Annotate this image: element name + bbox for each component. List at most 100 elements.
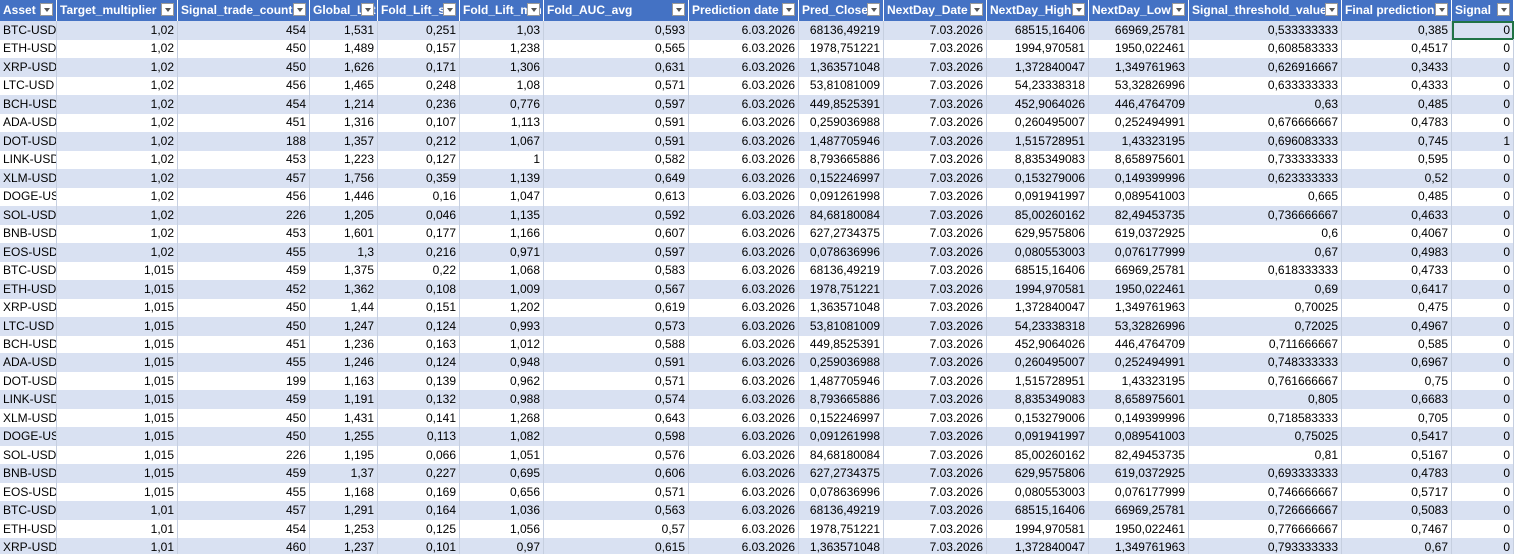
table-cell[interactable]: 1,015	[57, 353, 178, 373]
table-cell[interactable]: 0,4633	[1342, 205, 1452, 225]
table-cell[interactable]: 7.03.2026	[884, 482, 987, 502]
table-cell[interactable]: 0,745	[1342, 131, 1452, 151]
table-cell[interactable]: 0,132	[378, 390, 460, 410]
table-cell[interactable]: 455	[178, 242, 310, 262]
table-cell[interactable]: 7.03.2026	[884, 371, 987, 391]
table-cell[interactable]: 1,03	[460, 21, 544, 40]
table-cell[interactable]: EOS-USD	[0, 482, 57, 502]
table-cell[interactable]: 7.03.2026	[884, 205, 987, 225]
table-cell[interactable]: 6.03.2026	[689, 168, 799, 188]
table-cell[interactable]: 0	[1452, 187, 1514, 207]
table-cell[interactable]: 0,649	[544, 168, 689, 188]
table-cell[interactable]: 7.03.2026	[884, 242, 987, 262]
table-cell[interactable]: 0,805	[1189, 390, 1342, 410]
table-cell[interactable]: 8,658975601	[1089, 390, 1189, 410]
table-cell[interactable]: 1,375	[310, 261, 378, 281]
table-cell[interactable]: 1,362	[310, 279, 378, 299]
table-cell[interactable]: 1,02	[57, 94, 178, 114]
table-cell[interactable]: 0,533333333	[1189, 21, 1342, 40]
table-cell[interactable]: 0,5167	[1342, 445, 1452, 465]
table-cell[interactable]: 0,259036988	[799, 113, 884, 133]
table-cell[interactable]: 6.03.2026	[689, 427, 799, 447]
table-cell[interactable]: 1,349761963	[1089, 57, 1189, 77]
table-cell[interactable]: 7.03.2026	[884, 334, 987, 354]
table-cell[interactable]: BTC-USD	[0, 21, 57, 40]
table-cell[interactable]: 1978,751221	[799, 39, 884, 59]
table-cell[interactable]: 1,195	[310, 445, 378, 465]
table-cell[interactable]: 0,711666667	[1189, 334, 1342, 354]
table-cell[interactable]: 0,139	[378, 371, 460, 391]
table-cell[interactable]: 0,066	[378, 445, 460, 465]
table-cell[interactable]: 0,576	[544, 445, 689, 465]
table-cell[interactable]: 6.03.2026	[689, 57, 799, 77]
table-cell[interactable]: 6.03.2026	[689, 187, 799, 207]
table-cell[interactable]: 0,776666667	[1189, 519, 1342, 539]
table-cell[interactable]: 0,736666667	[1189, 205, 1342, 225]
table-cell[interactable]: 1,205	[310, 205, 378, 225]
table-cell[interactable]: 0,4967	[1342, 316, 1452, 336]
table-cell[interactable]: 0,615	[544, 538, 689, 554]
table-cell[interactable]: 1,363571048	[799, 57, 884, 77]
table-cell[interactable]: 84,68180084	[799, 205, 884, 225]
table-cell[interactable]: 7.03.2026	[884, 131, 987, 151]
table-cell[interactable]: 7.03.2026	[884, 39, 987, 59]
table-cell[interactable]: 0,251	[378, 21, 460, 40]
table-cell[interactable]: 1,015	[57, 298, 178, 318]
table-cell[interactable]: 0,169	[378, 482, 460, 502]
table-cell[interactable]: 0,252494991	[1089, 113, 1189, 133]
table-cell[interactable]: BCH-USD	[0, 334, 57, 354]
table-cell[interactable]: 457	[178, 168, 310, 188]
table-cell[interactable]: 1,626	[310, 57, 378, 77]
table-cell[interactable]: 0,695	[460, 464, 544, 484]
table-cell[interactable]: 0,591	[544, 131, 689, 151]
table-cell[interactable]: 0,75025	[1189, 427, 1342, 447]
table-cell[interactable]: 1,015	[57, 464, 178, 484]
table-cell[interactable]: 0,597	[544, 94, 689, 114]
table-cell[interactable]: 0,046	[378, 205, 460, 225]
table-cell[interactable]: 0,962	[460, 371, 544, 391]
table-cell[interactable]: 0	[1452, 150, 1514, 170]
table-cell[interactable]: BCH-USD	[0, 94, 57, 114]
table-cell[interactable]: 1,166	[460, 224, 544, 244]
table-cell[interactable]: 457	[178, 501, 310, 521]
table-cell[interactable]: 1,068	[460, 261, 544, 281]
table-cell[interactable]: 0	[1452, 519, 1514, 539]
table-cell[interactable]: 0,4333	[1342, 76, 1452, 96]
table-cell[interactable]: 82,49453735	[1089, 205, 1189, 225]
table-cell[interactable]: 7.03.2026	[884, 168, 987, 188]
table-cell[interactable]: 7.03.2026	[884, 279, 987, 299]
table-cell[interactable]: 7.03.2026	[884, 298, 987, 318]
table-cell[interactable]: 0,4783	[1342, 113, 1452, 133]
table-cell[interactable]: 0,6	[1189, 224, 1342, 244]
column-header[interactable]: Target_multiplier	[57, 0, 178, 21]
table-cell[interactable]: 0,571	[544, 371, 689, 391]
table-cell[interactable]: 1,363571048	[799, 538, 884, 554]
column-header[interactable]: Asset	[0, 0, 57, 21]
column-header[interactable]: Pred_Close	[799, 0, 884, 21]
table-cell[interactable]: 0	[1452, 445, 1514, 465]
table-cell[interactable]: 85,00260162	[987, 445, 1089, 465]
column-header[interactable]: Global_Lift	[310, 0, 378, 21]
table-cell[interactable]: 1,01	[57, 501, 178, 521]
table-cell[interactable]: 54,23338318	[987, 76, 1089, 96]
table-cell[interactable]: 85,00260162	[987, 205, 1089, 225]
table-cell[interactable]: BNB-USD	[0, 464, 57, 484]
table-cell[interactable]: 627,2734375	[799, 224, 884, 244]
table-cell[interactable]: 0,149399996	[1089, 168, 1189, 188]
table-cell[interactable]: 226	[178, 205, 310, 225]
table-cell[interactable]: 0,726666667	[1189, 501, 1342, 521]
table-cell[interactable]: ADA-USD	[0, 353, 57, 373]
table-cell[interactable]: 1,37	[310, 464, 378, 484]
table-cell[interactable]: XRP-USD	[0, 538, 57, 554]
table-cell[interactable]: 6.03.2026	[689, 353, 799, 373]
table-cell[interactable]: 0,69	[1189, 279, 1342, 299]
table-cell[interactable]: 1,012	[460, 334, 544, 354]
table-cell[interactable]: DOGE-USD	[0, 187, 57, 207]
table-cell[interactable]: 1978,751221	[799, 279, 884, 299]
table-cell[interactable]: 0,385	[1342, 21, 1452, 40]
table-cell[interactable]: 1,015	[57, 279, 178, 299]
table-cell[interactable]: 0,359	[378, 168, 460, 188]
table-cell[interactable]: 1,02	[57, 224, 178, 244]
table-cell[interactable]: 1,009	[460, 279, 544, 299]
table-cell[interactable]: 0,22	[378, 261, 460, 281]
